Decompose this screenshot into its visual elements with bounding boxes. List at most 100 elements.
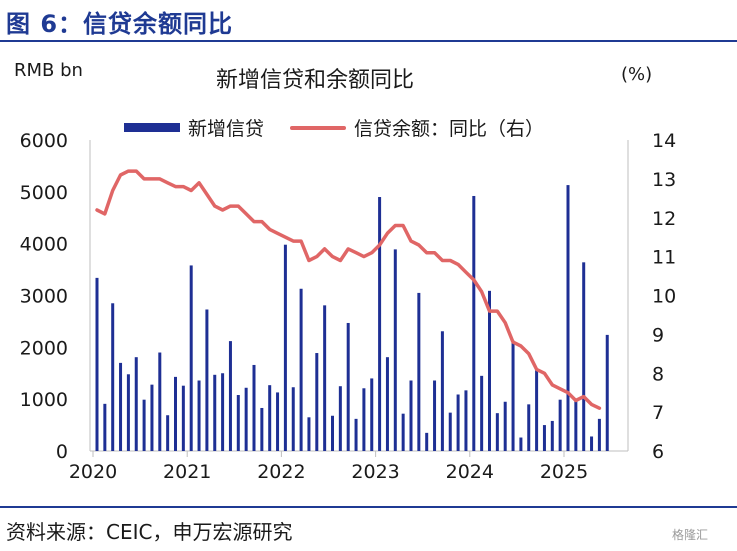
legend-line-label: 信贷余额：同比（右） — [354, 118, 545, 140]
bar-new-credit — [448, 412, 452, 451]
bar-new-credit — [385, 357, 389, 451]
source-rule — [0, 506, 737, 508]
bar-new-credit — [527, 404, 531, 451]
bar-new-credit — [393, 249, 397, 451]
bar-new-credit — [605, 334, 609, 451]
bar-new-credit — [370, 378, 374, 451]
bar-new-credit — [95, 277, 99, 451]
bar-new-credit — [283, 244, 287, 451]
bar-new-credit — [566, 185, 570, 451]
bar-new-credit — [542, 425, 546, 451]
bar-new-credit — [535, 368, 539, 451]
bar-new-credit — [574, 398, 578, 451]
chart-canvas: 0 1000 2000 3000 4000 5000 6000 6 7 8 9 10 11 12 13 14 2… — [20, 130, 677, 483]
bar-new-credit — [362, 388, 366, 451]
x-tick-label: 2021 — [163, 461, 211, 483]
bar-new-credit — [307, 417, 311, 451]
title-rule — [0, 40, 737, 42]
bar-new-credit — [291, 387, 295, 451]
left-tick-label: 6000 — [20, 130, 68, 152]
left-tick-label: 3000 — [20, 286, 68, 308]
bar-new-credit — [440, 331, 444, 451]
bar-new-credit — [425, 432, 429, 451]
x-tick-label: 2023 — [351, 461, 399, 483]
bar-new-credit — [550, 420, 554, 451]
bar-new-credit — [174, 376, 177, 451]
bar-new-credit — [503, 401, 507, 451]
right-tick-label: 13 — [652, 169, 676, 191]
bar-new-credit — [464, 390, 468, 451]
left-tick-label: 4000 — [20, 234, 68, 256]
legend-line-swatch — [290, 125, 347, 130]
watermark-logo: 格隆汇 — [672, 528, 709, 542]
figure-title: 图 6：信贷余额同比 — [6, 10, 234, 38]
bar-new-credit — [354, 418, 358, 451]
right-tick-label: 11 — [652, 247, 676, 269]
right-tick-label: 6 — [652, 441, 664, 463]
bar-new-credit — [158, 352, 162, 451]
bar-new-credit — [433, 380, 437, 451]
right-tick-label: 8 — [652, 363, 664, 385]
bar-new-credit — [401, 413, 405, 451]
x-tick-label: 2022 — [257, 461, 305, 483]
legend-bar-swatch — [124, 123, 180, 132]
bar-new-credit — [244, 387, 248, 451]
bar-new-credit — [221, 373, 225, 451]
bar-new-credit — [558, 399, 562, 451]
bar-new-credit — [338, 386, 342, 451]
legend-bar-label: 新增信贷 — [188, 118, 265, 140]
right-tick-label: 14 — [652, 130, 676, 152]
left-tick-label: 1000 — [20, 389, 68, 411]
bar-new-credit — [456, 394, 460, 451]
bar-new-credit — [323, 305, 327, 451]
bar-new-credit — [299, 288, 303, 451]
bar-new-credit — [409, 380, 413, 451]
bar-new-credit — [181, 385, 185, 451]
bar-new-credit — [488, 290, 491, 451]
bar-new-credit — [119, 362, 123, 451]
right-tick-label: 9 — [652, 324, 664, 346]
bar-new-credit — [346, 322, 350, 451]
bar-new-credit — [480, 375, 484, 451]
bar-new-credit — [276, 392, 280, 451]
chart-title: 新增信贷和余额同比 — [216, 68, 415, 93]
bar-new-credit — [590, 436, 594, 451]
bar-new-credit — [495, 413, 499, 451]
x-tick-label: 2020 — [69, 461, 117, 483]
bar-new-credit — [126, 374, 130, 451]
bar-new-credit — [228, 341, 232, 451]
bar-new-credit — [378, 197, 382, 451]
left-tick-label: 2000 — [20, 337, 68, 359]
bar-new-credit — [150, 384, 154, 451]
bar-new-credit — [205, 309, 209, 451]
bar-new-credit — [260, 407, 264, 451]
bar-new-credit — [111, 303, 115, 451]
bar-new-credit — [268, 385, 272, 451]
bar-new-credit — [252, 364, 256, 451]
bar-new-credit — [134, 357, 138, 451]
bar-new-credit — [197, 380, 201, 451]
bar-new-credit — [103, 403, 107, 451]
bar-new-credit — [236, 395, 240, 451]
bar-new-credit — [142, 399, 146, 451]
right-tick-label: 12 — [652, 208, 676, 230]
source-note: 资料来源：CEIC，申万宏源研究 — [6, 520, 293, 544]
bar-new-credit — [511, 340, 515, 451]
right-tick-label: 7 — [652, 402, 664, 424]
bar-new-credit — [582, 262, 586, 451]
right-tick-label: 10 — [652, 286, 676, 308]
left-tick-label: 5000 — [20, 182, 68, 204]
bar-new-credit — [472, 195, 476, 451]
left-tick-label: 0 — [56, 441, 68, 463]
bar-new-credit — [166, 415, 170, 451]
line-credit-yoy — [95, 169, 602, 410]
bar-new-credit — [315, 353, 319, 451]
bar-new-credit — [213, 374, 217, 451]
x-tick-label: 2025 — [540, 461, 588, 483]
bar-new-credit — [189, 265, 193, 451]
bar-new-credit — [597, 418, 601, 451]
bar-new-credit — [331, 415, 334, 451]
right-axis-unit: (%) — [621, 64, 653, 85]
left-axis-unit: RMB bn — [14, 60, 83, 81]
chart-legend: 新增信贷 信贷余额：同比（右） — [124, 114, 544, 141]
